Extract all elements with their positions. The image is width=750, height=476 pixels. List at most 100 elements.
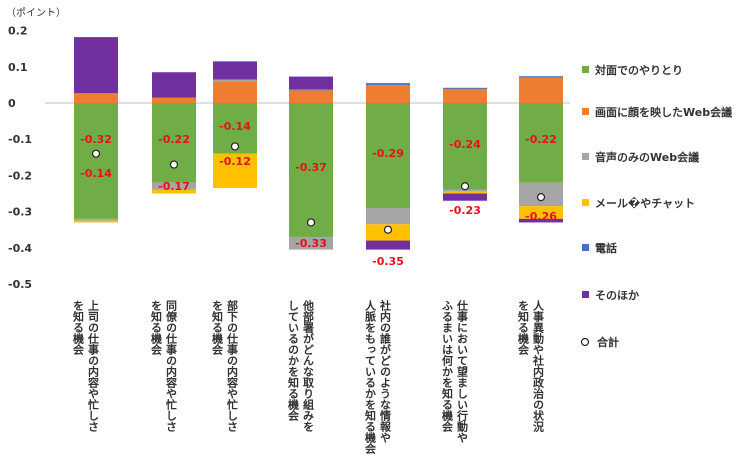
bar-segment-2-4 [289, 90, 333, 103]
category-label: しているのかを知る機会 [287, 300, 301, 422]
category-label: 仕事において望ましい行動や [456, 299, 470, 443]
legend-swatch-2 [582, 108, 589, 115]
bar-segment-5-6 [443, 87, 487, 89]
face-to-face-value-label: -0.29 [372, 147, 404, 160]
bar-segment-4-7 [519, 206, 563, 219]
bar-segment-4-1 [74, 220, 118, 223]
legend-label-3: 音声のみのWeb会議 [595, 150, 699, 164]
bar-segment-3-1 [74, 218, 118, 221]
total-marker-3 [230, 142, 240, 151]
bar-segment-5-5 [366, 83, 410, 85]
legend-swatch-4 [582, 199, 589, 206]
legend-swatch-3 [582, 153, 589, 160]
y-tick-label: 0.2 [8, 25, 28, 38]
y-tick-label: -0.1 [8, 133, 32, 146]
bar-segment-2-7 [519, 77, 563, 103]
total-marker-6 [460, 182, 470, 191]
legend-swatch-6 [582, 291, 589, 298]
total-value-label: -0.33 [295, 237, 327, 250]
legend-label-1: 対面でのやりとり [594, 63, 683, 77]
bar-segment-1-1 [74, 103, 118, 219]
bar-segment-6-6 [443, 193, 487, 201]
category-label: 同僚の仕事の内容や忙しさ [165, 300, 179, 433]
y-tick-label: -0.2 [8, 169, 32, 182]
bar-segment-3-4 [289, 236, 333, 250]
bar-segment-5-4 [289, 89, 333, 91]
bar-segment-3-2 [152, 182, 196, 190]
category-label: 社内の誰がどのような情報や [379, 299, 393, 443]
legend-label-2: 画面に顔を映したWeb会議 [595, 105, 732, 119]
bar-segment-1-5 [366, 103, 410, 208]
legend-label-6: そのほか [595, 289, 639, 302]
bars [74, 37, 563, 250]
bar-segment-4-3 [213, 153, 257, 189]
total-value-label: -0.35 [372, 255, 404, 268]
bar-segment-3-6 [443, 189, 487, 192]
bar-segment-6-3 [213, 61, 257, 80]
face-to-face-value-label: -0.22 [158, 133, 190, 146]
bar-segment-6-1 [74, 37, 118, 94]
total-value-label: -0.17 [158, 180, 190, 193]
total-marker-4 [306, 218, 316, 227]
face-to-face-value-label: -0.22 [525, 133, 557, 146]
face-to-face-value-label: -0.24 [449, 138, 481, 151]
category-label: 人事異動や社内政治の状況 [532, 299, 546, 433]
bar-segment-3-5 [366, 207, 410, 225]
total-value-label: -0.26 [525, 210, 557, 223]
category-label: を知る機会 [517, 300, 531, 356]
category-label: 上司の仕事の内容や忙しさ [87, 299, 101, 433]
legend-label-4: メール�やチャット [595, 196, 695, 210]
total-marker-1 [91, 149, 101, 158]
bar-segment-6-4 [289, 76, 333, 90]
bar-segment-3-3 [213, 79, 257, 82]
total-markers [91, 142, 546, 234]
face-to-face-value-label: -0.32 [80, 133, 112, 146]
legend-total-marker [580, 337, 590, 347]
y-tick-label: 0 [8, 97, 16, 110]
category-label: を知る機会 [72, 300, 86, 356]
total-value-label: -0.12 [219, 155, 251, 168]
total-marker-7 [536, 193, 546, 202]
data-labels: -0.32 -0.22 -0.14 -0.37 -0.29 -0.24 -0.22 -0.14… [80, 120, 557, 268]
category-label: 部下の仕事の内容や忙しさ [226, 299, 240, 433]
bar-segment-6-2 [152, 72, 196, 98]
legend-label-total: 合計 [597, 335, 619, 349]
total-marker-5 [383, 225, 393, 234]
category-label: を知る機会 [150, 300, 164, 356]
y-tick-label: -0.3 [8, 206, 32, 219]
bar-segment-1-7 [519, 103, 563, 183]
total-marker-2 [169, 160, 179, 169]
bar-segment-2-5 [366, 84, 410, 103]
bar-segment-2-2 [152, 97, 196, 103]
bar-segment-1-2 [152, 103, 196, 183]
category-label: 他部署がどんな取り組みを [302, 299, 316, 433]
bar-segment-1-6 [443, 103, 487, 190]
total-value-label: -0.23 [449, 204, 481, 217]
y-tick-label: -0.4 [8, 242, 32, 255]
y-axis-unit-label: （ポイント） [6, 7, 66, 19]
category-label: 人脈をもっているかを知る機会 [364, 299, 378, 455]
legend-label-5: 電話 [595, 241, 617, 255]
legend-swatch-5 [582, 244, 589, 251]
y-tick-label: 0.1 [8, 61, 28, 74]
bar-segment-2-6 [443, 88, 487, 103]
bar-segment-2-1 [74, 93, 118, 103]
bar-segment-4-2 [152, 189, 196, 194]
y-axis-ticks: 0.2 0.1 0 -0.1 -0.2 -0.3 -0.4 -0.5 [8, 25, 32, 291]
category-label: を知る機会 [211, 300, 225, 356]
total-value-label: -0.14 [80, 167, 112, 180]
bar-segment-6-7 [519, 218, 563, 223]
legend-swatch-1 [582, 66, 589, 73]
face-to-face-value-label: -0.14 [219, 120, 251, 133]
category-label: ふるまいは何かを知る機会 [441, 300, 455, 433]
bar-segment-4-6 [443, 191, 487, 194]
y-tick-label: -0.5 [8, 278, 32, 291]
bar-segment-6-5 [366, 240, 410, 250]
face-to-face-value-label: -0.37 [295, 161, 327, 174]
bar-segment-1-4 [289, 103, 333, 237]
legend: 対面でのやりとり画面に顔を映したWeb会議音声のみのWeb会議メール�やチャット… [580, 63, 732, 349]
bar-segment-2-3 [213, 81, 257, 103]
bar-segment-5-7 [519, 76, 563, 78]
